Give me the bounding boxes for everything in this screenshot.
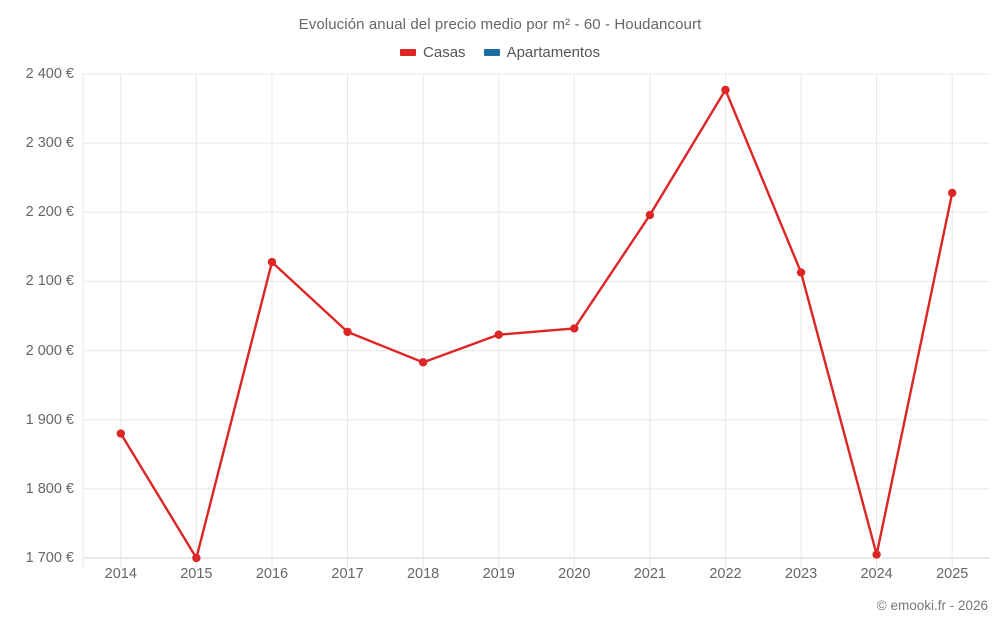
legend-label-casas: Casas [423,44,466,61]
legend-swatch-apartamentos [483,49,500,56]
y-axis-tick-label: 1 800 € [25,480,74,497]
legend-swatch-casas [400,49,417,56]
series-line-casas [119,88,954,560]
x-axis-tick-label: 2020 [558,566,591,582]
x-axis-tick-label: 2025 [936,566,969,582]
x-axis-tick-label: 2019 [482,566,515,582]
data-point-marker[interactable] [267,257,277,267]
data-point-marker[interactable] [721,85,730,95]
x-axis-tick-label: 2014 [104,566,137,582]
x-axis-tick-label: 2021 [633,566,667,582]
x-axis-tick-label: 2024 [860,566,893,582]
x-axis-tick-label: 2022 [709,566,742,582]
legend-item-casas[interactable]: Casas [400,44,466,61]
series-lines [119,88,954,560]
chart-legend: Casas Apartamentos [0,44,1000,61]
legend-label-apartamentos: Apartamentos [506,44,600,61]
data-point-marker[interactable] [796,268,806,277]
y-axis-tick-label: 1 700 € [25,550,74,566]
data-point-marker[interactable] [116,429,125,438]
x-axis-tick-label: 2016 [255,566,289,582]
vertical-gridlines [82,74,953,568]
data-point-marker[interactable] [494,330,503,339]
data-point-marker[interactable] [418,358,428,367]
data-point-marker[interactable] [645,210,655,220]
y-axis-tick-label: 2 400 € [25,66,74,82]
y-axis-tick-label: 2 300 € [25,135,74,152]
x-axis-tick-label: 2018 [406,566,440,582]
copyright-credit: © emooki.fr - 2026 [876,598,988,613]
y-axis-tick-label: 2 200 € [25,204,74,221]
series-markers [116,85,957,563]
data-point-marker[interactable] [343,327,352,337]
legend-item-apartamentos[interactable]: Apartamentos [483,44,600,61]
x-axis-tick-label: 2015 [180,566,213,582]
x-axis-tick-label: 2017 [331,566,364,582]
y-axis-tick-label: 2 100 € [25,273,74,290]
x-axis-tick-label: 2023 [784,566,818,582]
data-point-marker[interactable] [570,324,579,333]
data-point-marker[interactable] [872,550,881,559]
data-point-marker[interactable] [948,188,957,198]
horizontal-gridlines [83,73,990,559]
y-axis-tick-label: 2 000 € [25,342,74,359]
chart-title: Evolución anual del precio medio por m² … [298,16,702,33]
data-point-marker[interactable] [192,553,201,563]
y-axis-tick-label: 1 900 € [25,411,74,428]
